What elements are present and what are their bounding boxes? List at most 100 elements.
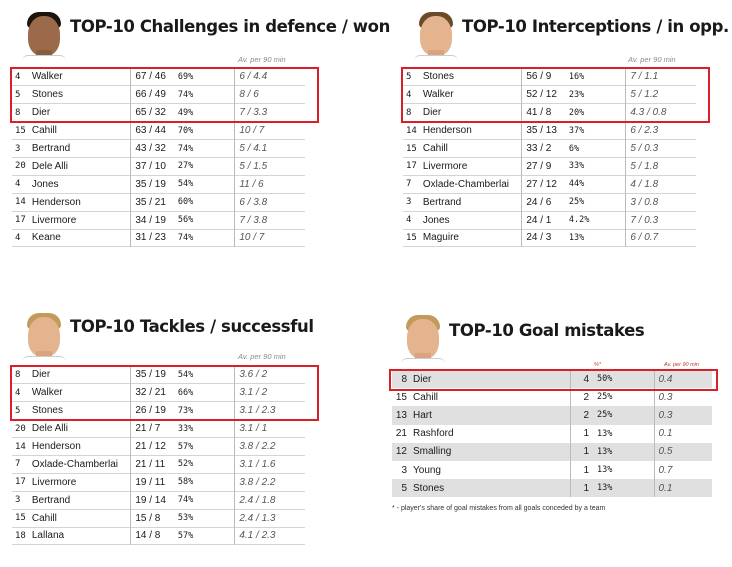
stats-table: 8 Dier 35 / 19 54% 3.6 / 2 4 Walker 32 / 21 66% 3…: [12, 366, 305, 545]
player-name: Stones: [31, 89, 63, 101]
avg-per-90: 6 / 4.4: [234, 68, 305, 86]
avg-per-90: 5 / 1.8: [625, 157, 696, 176]
player-number: 4: [406, 89, 412, 100]
avg-per-90: 0.1: [653, 479, 712, 498]
player-name: Jones: [31, 178, 59, 190]
player-number: 3: [15, 143, 21, 154]
percentage: 50%: [594, 370, 654, 389]
player-name: Dier: [31, 107, 51, 119]
total-value: 26 / 19: [130, 401, 175, 420]
avg-per-90: 3.8 / 2.2: [234, 473, 305, 492]
table-row: 4 Walker 32 / 21 66% 3.1 / 2: [12, 383, 305, 402]
mistakes-count: 1: [569, 460, 594, 480]
player-photo-dier: [22, 311, 66, 362]
player-name: Livermore: [31, 214, 77, 226]
player-name: Stones: [410, 479, 570, 498]
player-number: 20: [15, 423, 26, 434]
player-number: 5: [406, 71, 412, 82]
table-row: 3 Bertrand 24 / 6 25% 3 / 0.8: [403, 193, 696, 212]
avg-per-90: 6 / 2.3: [625, 121, 696, 140]
avg-per-90-header: Av. per 90 min: [238, 352, 286, 361]
player-number: 17: [15, 477, 26, 488]
player-number: 17: [15, 215, 26, 226]
table-row: 12 Smalling 1 13% 0.5: [392, 442, 712, 461]
player-number: 3: [401, 464, 407, 476]
player-number: 18: [15, 530, 26, 541]
player-number: 15: [395, 391, 407, 403]
avg-per-90: 7 / 0.3: [625, 211, 696, 230]
mistakes-count: 1: [569, 424, 594, 443]
player-name: Walker: [422, 89, 454, 101]
percentage: 27%: [177, 161, 194, 172]
total-value: 24 / 1: [521, 211, 566, 230]
percentage: 13%: [568, 232, 585, 243]
player-number: 15: [15, 125, 26, 136]
percentage: 57%: [177, 441, 194, 452]
player-name: Henderson: [31, 196, 81, 208]
percentage: 74%: [177, 89, 194, 100]
total-value: 41 / 8: [521, 103, 566, 122]
avg-per-90: 5 / 4.1: [234, 139, 305, 158]
percentage: 44%: [568, 179, 585, 190]
player-number: 5: [15, 405, 21, 416]
percentage: 13%: [594, 442, 654, 461]
total-value: 66 / 49: [130, 85, 175, 104]
player-number: 20: [15, 161, 26, 172]
percentage: 23%: [568, 89, 585, 100]
player-photo-dier: [401, 313, 445, 364]
top1-highlight-box: [389, 369, 718, 391]
table-row: 15 Cahill 2 25% 0.3: [392, 388, 712, 407]
mistakes-table: 8 Dier 4 50% 0.4 15 Cahill 2 25% 0.3 13 Hart 2 25% 0.3…: [392, 370, 712, 498]
avg-per-90: 8 / 6: [234, 85, 305, 104]
total-value: 35 / 21: [130, 193, 175, 212]
percentage: 16%: [568, 71, 585, 82]
player-number: 4: [15, 179, 21, 190]
percentage: 25%: [568, 197, 585, 208]
total-value: 27 / 9: [521, 157, 566, 176]
percentage: 66%: [177, 387, 194, 398]
pct-header: %*: [594, 362, 602, 368]
player-photo-stones: [414, 10, 458, 61]
mistakes-count: 1: [569, 442, 594, 461]
total-value: 27 / 12: [521, 175, 566, 194]
percentage: 74%: [177, 232, 194, 243]
percentage: 4.2%: [568, 215, 590, 226]
avg-per-90: 7 / 1.1: [625, 68, 696, 86]
player-name: Dier: [31, 369, 51, 381]
total-value: 34 / 19: [130, 211, 175, 230]
player-number: 13: [392, 406, 410, 425]
total-value: 24 / 3: [521, 229, 566, 247]
table-row: 5 Stones 1 13% 0.1: [392, 479, 712, 498]
percentage: 6%: [568, 143, 580, 154]
table-row: 17 Livermore 27 / 9 33% 5 / 1.8: [403, 157, 696, 176]
player-number: 5: [15, 89, 21, 100]
mistakes-count: 2: [569, 388, 594, 407]
avg-per-90: 3.8 / 2.2: [234, 437, 305, 456]
table-row: 4 Jones 24 / 1 4.2% 7 / 0.3: [403, 211, 696, 230]
stats-table: 5 Stones 56 / 9 16% 7 / 1.1 4 Walker 52 / 12 23%…: [403, 68, 696, 247]
avg-per-90: 3.1 / 2: [234, 383, 305, 402]
panel-title: TOP-10 Goal mistakes: [449, 321, 645, 340]
avg-per-90: 0.3: [653, 388, 712, 407]
total-value: 24 / 6: [521, 193, 566, 212]
player-name: Hart: [410, 406, 570, 425]
percentage: 54%: [177, 179, 194, 190]
player-number: 8: [406, 107, 412, 118]
percentage: 33%: [177, 423, 194, 434]
player-name: Smalling: [410, 442, 570, 461]
total-value: 19 / 14: [130, 491, 175, 510]
mistakes-count: 4: [569, 370, 594, 389]
avg-per-90: 6 / 0.7: [625, 229, 696, 247]
avg-per-90-header: Av. per 90 min: [628, 55, 676, 64]
player-number: 15: [15, 513, 26, 524]
avg-per-90: 2.4 / 1.8: [234, 491, 305, 510]
top3-highlight-box: [10, 67, 319, 123]
player-number: 5: [392, 479, 410, 498]
percentage: 53%: [177, 513, 194, 524]
table-row: 15 Cahill 15 / 8 53% 2.4 / 1.3: [12, 509, 305, 528]
table-row: 15 Cahill 63 / 44 70% 10 / 7: [12, 121, 305, 140]
table-row: 15 Cahill 33 / 2 6% 5 / 0.3: [403, 139, 696, 158]
player-name: Walker: [31, 387, 63, 399]
player-number: 15: [406, 143, 417, 154]
player-name: Cahill: [31, 125, 57, 137]
